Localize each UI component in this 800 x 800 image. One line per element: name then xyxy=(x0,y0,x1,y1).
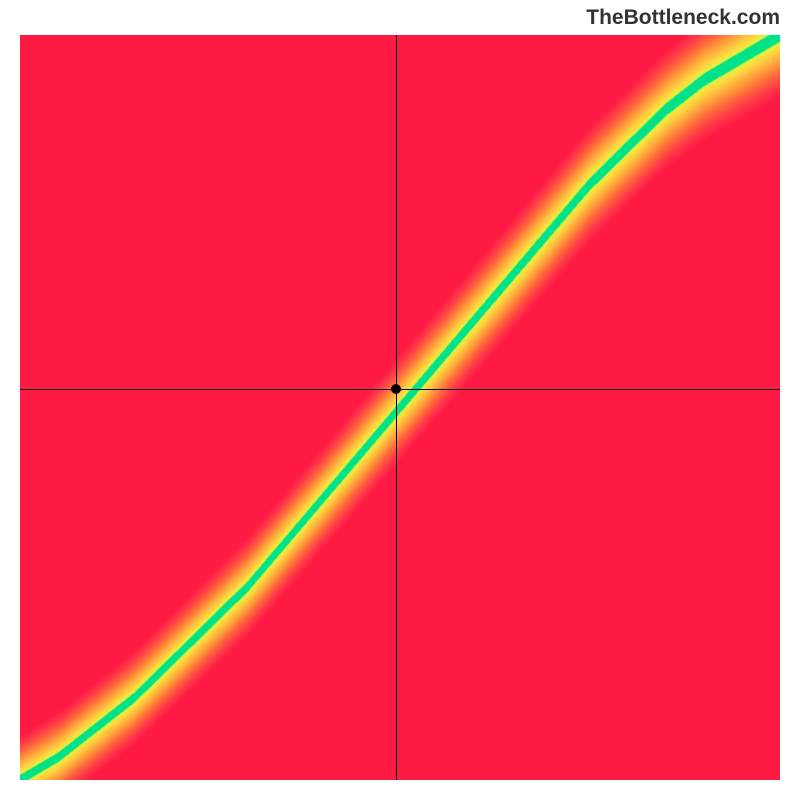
crosshair-marker xyxy=(391,384,401,394)
crosshair-vertical xyxy=(396,35,397,780)
heatmap-plot xyxy=(20,35,780,780)
watermark-text: TheBottleneck.com xyxy=(586,6,780,30)
heatmap-canvas xyxy=(20,35,780,780)
